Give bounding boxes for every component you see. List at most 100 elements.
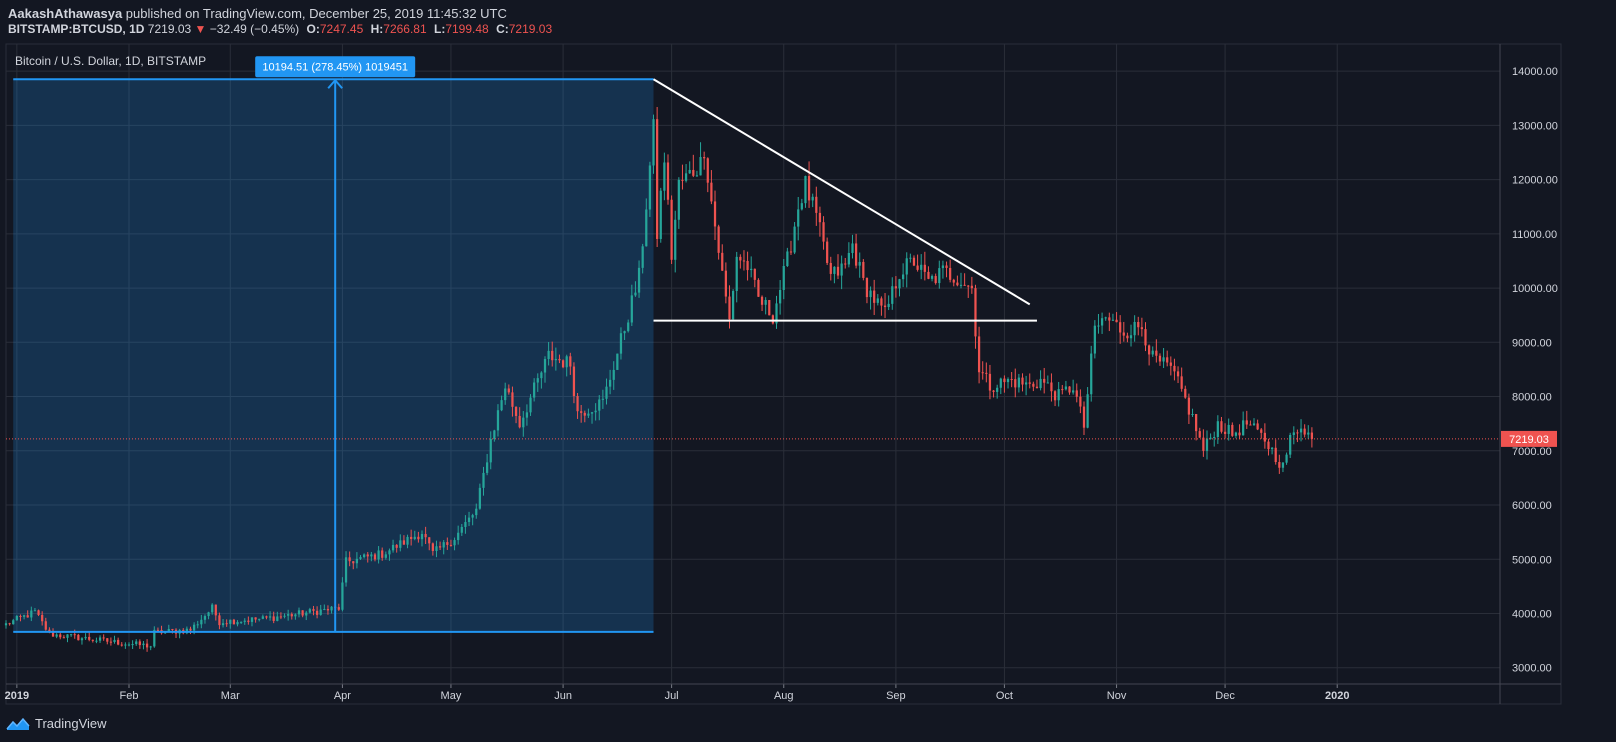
candle-body-up	[930, 276, 934, 279]
candle-body-down	[1256, 423, 1259, 430]
candle-body-down	[1245, 420, 1248, 425]
candle-body-down	[967, 285, 970, 287]
candle-body-down	[352, 561, 355, 564]
candle-body-down	[1079, 396, 1082, 407]
candle-body-down	[301, 610, 304, 616]
candle-body-down	[854, 243, 858, 266]
candle-body-up	[467, 517, 471, 523]
candle-body-up	[598, 399, 601, 411]
candle-body-up	[500, 400, 503, 411]
candle-body-up	[363, 554, 366, 558]
candle-body-up	[323, 608, 326, 610]
candle-body-down	[880, 298, 883, 306]
candle-body-up	[1090, 353, 1093, 395]
candle-body-up	[196, 624, 199, 626]
y-tick-label: 4000.00	[1512, 608, 1552, 620]
candle-body-up	[1292, 432, 1295, 435]
candle-body-up	[543, 359, 547, 373]
candle-body-up	[1205, 438, 1209, 451]
candle-body-down	[681, 179, 684, 181]
candle-body-down	[1119, 322, 1122, 333]
y-tick-label: 10000.00	[1512, 283, 1558, 295]
candle-body-up	[370, 554, 373, 557]
x-tick-label: Dec	[1215, 690, 1235, 702]
candle-body-up	[695, 175, 699, 177]
candle-body-up	[525, 412, 529, 418]
candle-body-down	[836, 266, 840, 276]
candle-body-down	[395, 544, 398, 548]
candle-body-down	[1176, 371, 1180, 377]
candle-body-down	[934, 276, 937, 284]
candle-body-up	[229, 619, 232, 624]
candle-body-up	[699, 157, 702, 176]
candle-body-down	[431, 543, 434, 551]
candle-body-up	[355, 558, 359, 564]
candle-body-up	[920, 264, 923, 270]
candle-body-down	[1061, 389, 1064, 391]
candle-body-up	[98, 637, 102, 641]
candle-body-down	[992, 390, 995, 392]
candle-body-down	[1108, 317, 1111, 321]
y-tick-label: 3000.00	[1512, 663, 1552, 675]
candle-body-up	[413, 536, 416, 539]
candle-body-down	[703, 157, 706, 159]
x-tick-label: Nov	[1107, 690, 1127, 702]
candle-body-down	[551, 350, 554, 361]
candle-body-down	[822, 222, 825, 242]
candle-body-down	[1050, 382, 1053, 392]
candle-body-down	[558, 358, 561, 361]
candle-body-down	[1068, 386, 1071, 393]
candle-body-down	[1144, 329, 1147, 346]
candle-body-down	[1184, 388, 1187, 398]
candle-body-up	[243, 620, 246, 622]
candle-body-down	[1140, 327, 1143, 330]
candle-body-down	[1187, 397, 1191, 415]
candle-body-down	[894, 286, 898, 289]
candle-body-down	[815, 196, 818, 213]
x-tick-label: Feb	[120, 690, 139, 702]
candle-body-up	[1064, 386, 1068, 390]
candle-body-up	[1242, 420, 1245, 436]
candle-body-down	[927, 271, 930, 279]
footer-brand[interactable]: TradingView	[6, 716, 107, 731]
candle-body-up	[460, 526, 463, 533]
candle-body-up	[623, 331, 626, 334]
candle-body-up	[1046, 382, 1049, 384]
candle-body-up	[533, 382, 536, 398]
open-value: 7247.45	[319, 22, 364, 36]
candle-body-down	[102, 637, 105, 639]
candle-body-down	[424, 533, 427, 538]
y-tick-label: 5000.00	[1512, 554, 1552, 566]
candle-body-up	[876, 298, 879, 303]
grid	[6, 44, 1500, 684]
candle-body-up	[887, 303, 890, 308]
candle-body-up	[938, 268, 941, 284]
candle-body-down	[829, 262, 832, 274]
candle-body-up	[645, 209, 648, 247]
candle-body-up	[833, 266, 836, 274]
candle-body-down	[1274, 447, 1277, 463]
author-name[interactable]: AakashAthawasya	[8, 6, 123, 21]
candle-body-down	[916, 265, 919, 270]
candle-body-down	[1028, 382, 1031, 384]
candle-body-up	[648, 165, 652, 210]
candle-body-down	[1126, 335, 1129, 339]
candle-body-down	[117, 639, 120, 645]
high-label: H:	[370, 22, 384, 36]
candle-body-up	[1151, 350, 1154, 355]
candle-body-up	[240, 621, 243, 623]
candle-body-up	[634, 292, 637, 296]
candle-body-down	[717, 226, 720, 253]
candle-body-down	[109, 641, 113, 643]
candle-body-up	[33, 610, 37, 612]
candle-body-up	[616, 353, 619, 370]
low-label: L:	[434, 22, 446, 36]
candle-body-down	[1075, 390, 1078, 397]
x-tick-label: 2019	[5, 690, 29, 702]
candle-body-down	[1137, 321, 1140, 328]
candle-body-down	[232, 619, 236, 625]
candle-body-up	[142, 643, 145, 646]
candle-body-up	[207, 612, 210, 617]
symbol-name: BITSTAMP:BTCUSD, 1D	[8, 22, 145, 36]
